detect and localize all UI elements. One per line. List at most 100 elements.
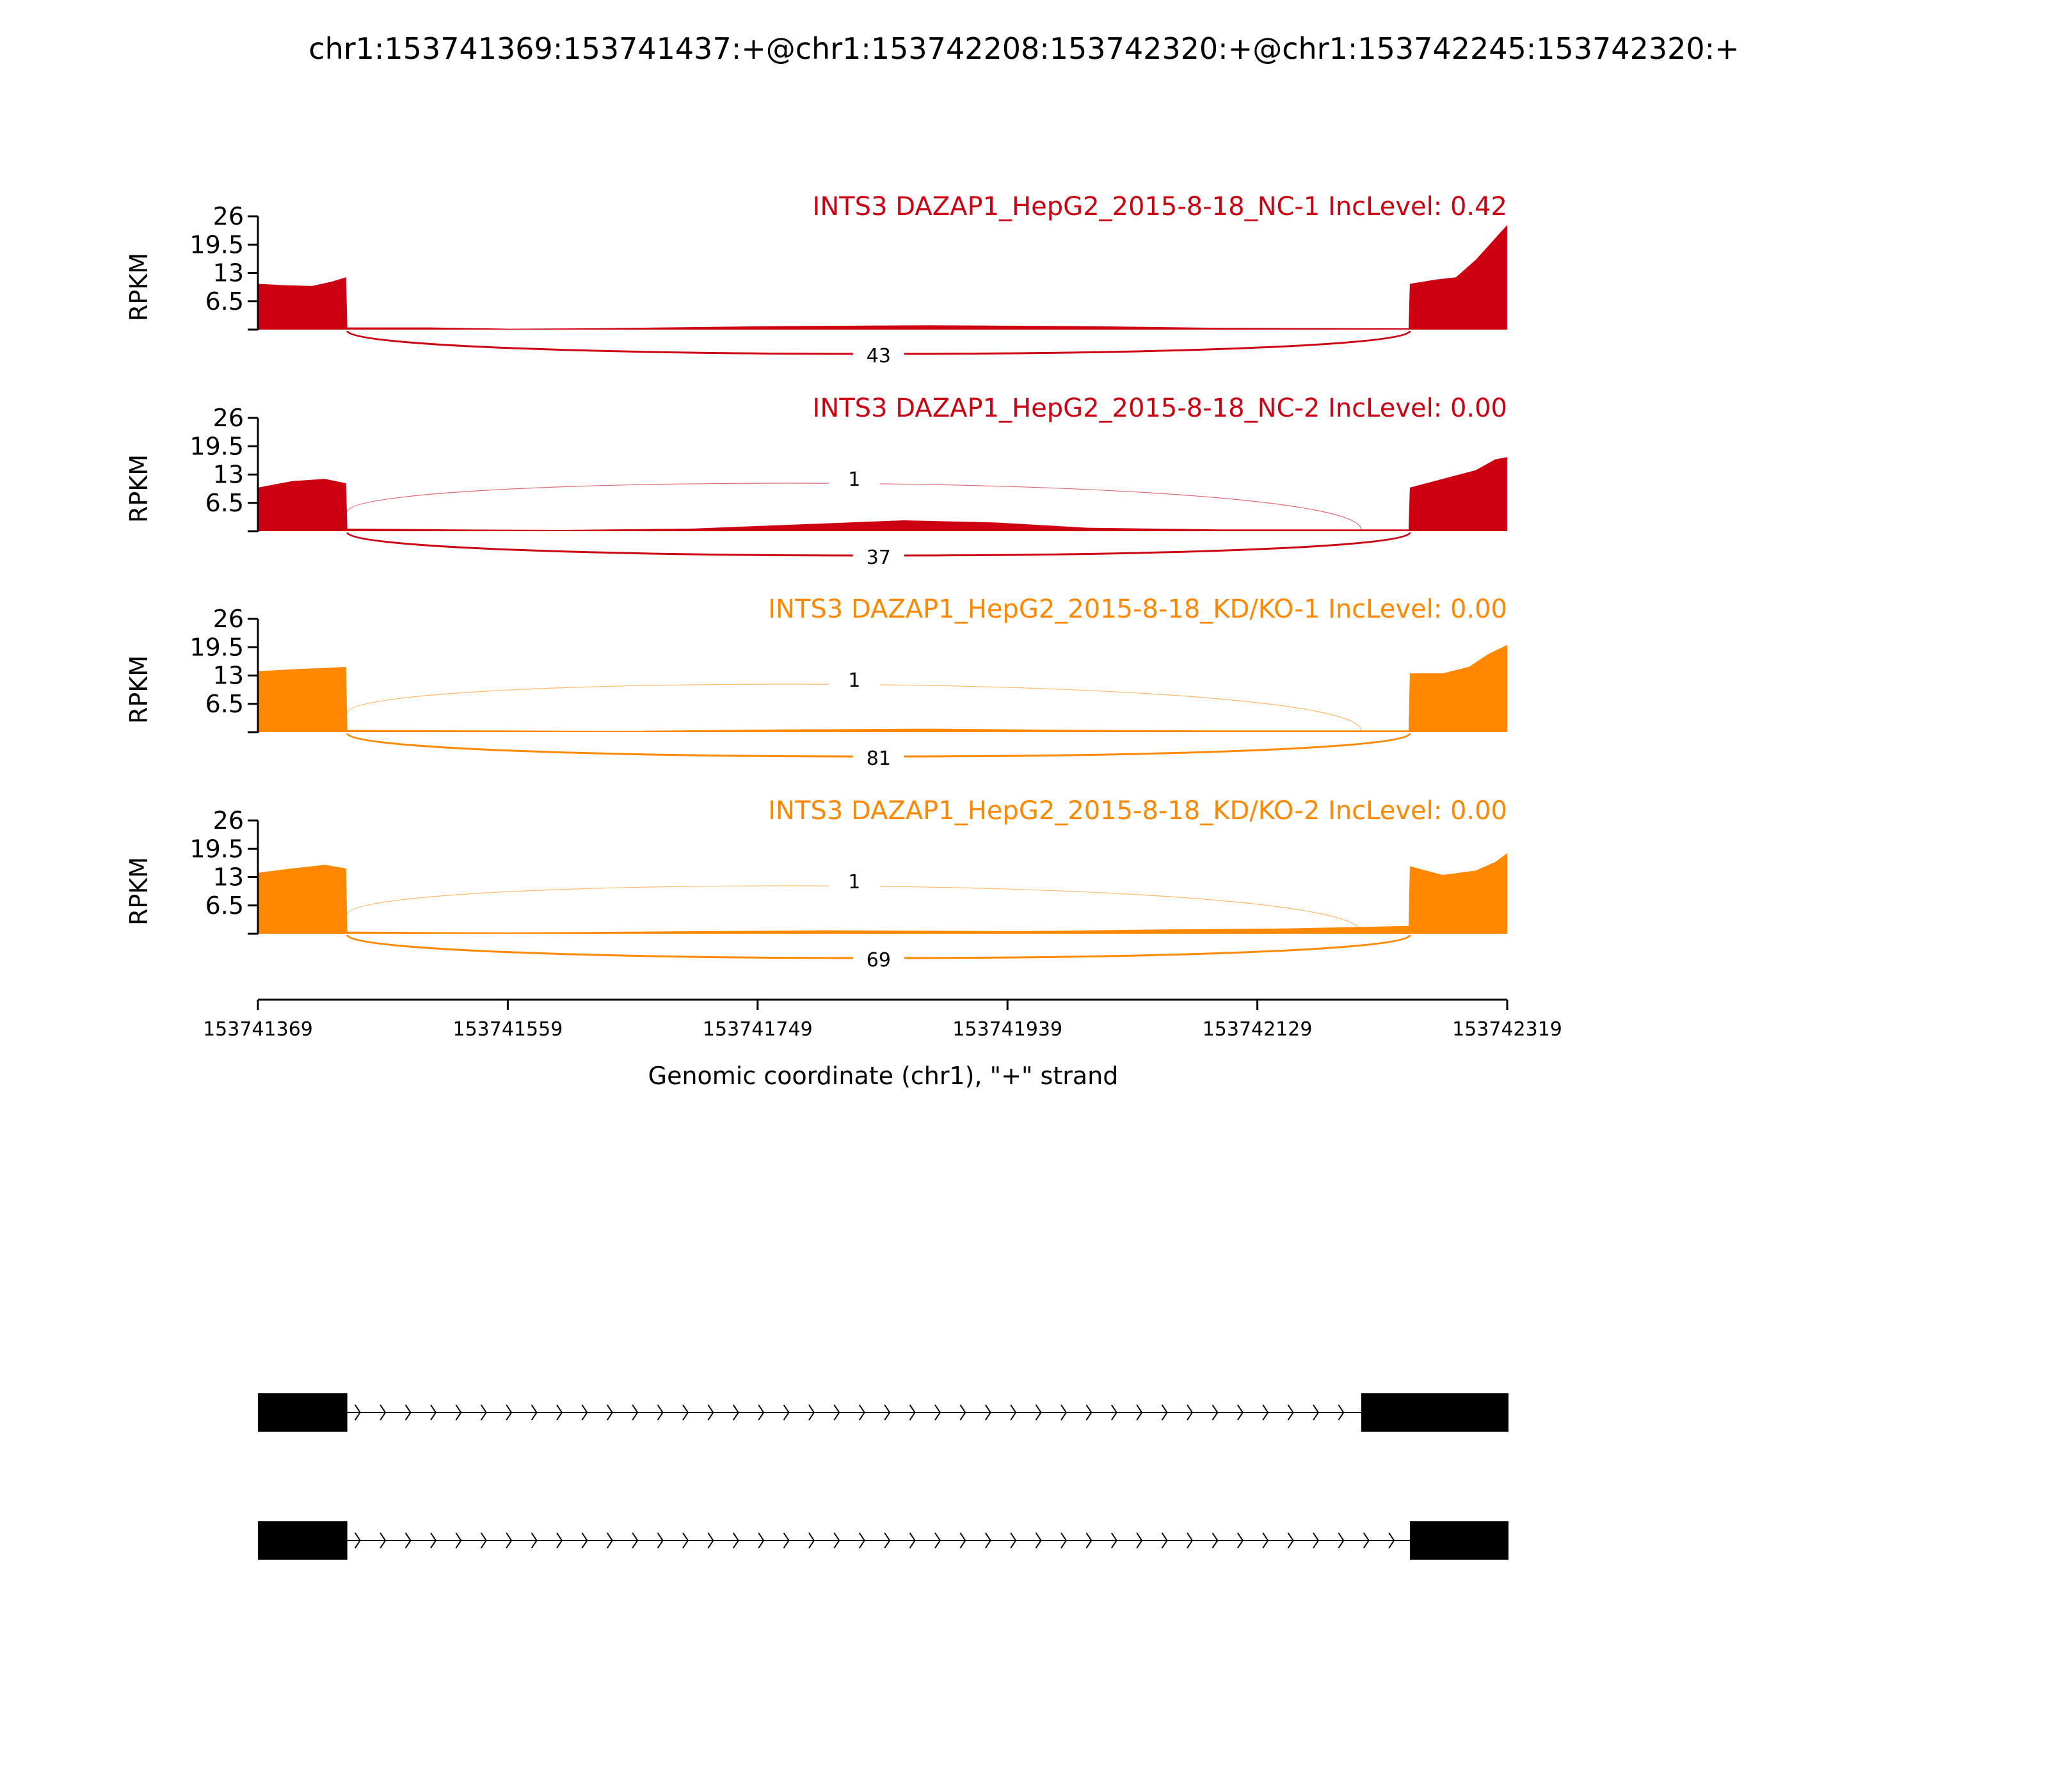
strand-arrow: [380, 1532, 387, 1549]
strand-arrow: [581, 1404, 588, 1421]
junction-count: 1: [848, 468, 860, 491]
y-tick-label: 13: [213, 863, 244, 892]
x-axis-label: Genomic coordinate (chr1), "+" strand: [648, 1062, 1119, 1090]
strand-arrow: [404, 1404, 412, 1421]
strand-arrow: [783, 1532, 790, 1549]
strand-arrow: [354, 1404, 361, 1421]
junction-count: 81: [867, 748, 891, 770]
strand-arrow: [984, 1404, 991, 1421]
exon-block: [258, 1393, 348, 1432]
strand-arrow: [909, 1404, 916, 1421]
y-axis-label: RPKM: [125, 857, 153, 925]
strand-arrow: [632, 1404, 639, 1421]
y-tick-label: 13: [213, 259, 244, 287]
y-axis-label: RPKM: [125, 655, 153, 724]
strand-arrow: [1313, 1404, 1320, 1421]
junction-count: 43: [867, 345, 891, 367]
strand-arrow: [480, 1404, 487, 1421]
strand-arrow: [1313, 1532, 1320, 1549]
strand-arrow: [1136, 1532, 1143, 1549]
strand-arrow: [430, 1532, 437, 1549]
isoform-models: [258, 1393, 1508, 1560]
strand-arrow: [632, 1532, 639, 1549]
x-axis: 153741369 153741559 153741749 153741939 1537…: [203, 998, 1562, 1041]
strand-arrow: [1136, 1404, 1143, 1421]
y-tick-label: 26: [213, 806, 244, 835]
strand-arrow: [984, 1532, 991, 1549]
strand-arrow: [833, 1532, 840, 1549]
strand-arrow: [783, 1404, 790, 1421]
y-axis-label: RPKM: [125, 253, 153, 321]
junction-count: 1: [848, 871, 860, 893]
strand-arrow: [556, 1532, 563, 1549]
strand-arrow: [884, 1404, 891, 1421]
y-tick-label: 26: [213, 404, 244, 432]
strand-arrow: [758, 1532, 765, 1549]
y-tick-label: 19.5: [189, 835, 244, 863]
strand-arrow: [1060, 1404, 1068, 1421]
y-tick-label: 6.5: [205, 690, 244, 718]
junction-count: 69: [867, 949, 891, 972]
strand-arrow: [531, 1532, 538, 1549]
isoform-1: [258, 1393, 1508, 1432]
strand-arrow: [404, 1532, 412, 1549]
strand-arrow: [858, 1404, 865, 1421]
strand-arrow: [1035, 1404, 1042, 1421]
strand-arrow: [657, 1404, 664, 1421]
chart-title: chr1:153741369:153741437:+@chr1:15374220…: [308, 31, 1739, 66]
junction-label-bg: [852, 346, 904, 367]
x-tick-label: 153742319: [1452, 1018, 1562, 1041]
junction-label-bg: [852, 950, 904, 972]
x-tick-label: 153741559: [453, 1018, 563, 1041]
strand-arrow: [556, 1404, 563, 1421]
strand-arrow: [884, 1532, 891, 1549]
strand-arrow: [506, 1532, 513, 1549]
strand-arrow: [934, 1404, 941, 1421]
y-tick-label: 19.5: [189, 633, 244, 661]
y-tick-label: 6.5: [205, 287, 244, 316]
x-tick-label: 153742129: [1203, 1018, 1313, 1041]
strand-arrow: [682, 1404, 689, 1421]
strand-arrow: [380, 1404, 387, 1421]
strand-arrow: [531, 1404, 538, 1421]
junction-label-bg: [828, 872, 880, 893]
strand-arrow: [1085, 1532, 1092, 1549]
coverage-area: [258, 853, 1507, 934]
strand-arrow: [657, 1532, 664, 1549]
strand-arrow: [606, 1532, 613, 1549]
strand-arrow: [506, 1404, 513, 1421]
strand-arrow: [959, 1404, 966, 1421]
strand-arrow: [1388, 1532, 1395, 1549]
strand-arrow: [682, 1532, 689, 1549]
strand-arrow: [581, 1532, 588, 1549]
strand-arrow: [1110, 1532, 1117, 1549]
strand-arrow: [455, 1404, 462, 1421]
strand-arrow: [1338, 1532, 1345, 1549]
strand-arrow: [606, 1404, 613, 1421]
strand-arrow: [430, 1404, 437, 1421]
track-label: INTS3 DAZAP1_HepG2_2015-8-18_KD/KO-1 Inc…: [768, 595, 1507, 624]
strand-arrow: [455, 1532, 462, 1549]
junction-count: 1: [848, 669, 860, 692]
strand-arrow: [934, 1532, 941, 1549]
strand-arrow: [1060, 1532, 1068, 1549]
strand-arrow: [1212, 1404, 1219, 1421]
strand-arrow: [354, 1532, 361, 1549]
exon-block: [1361, 1393, 1508, 1432]
junction-label-bg: [828, 469, 880, 491]
y-tick-label: 13: [213, 461, 244, 489]
strand-arrow: [1262, 1532, 1269, 1549]
strand-arrow: [909, 1532, 916, 1549]
y-axis-label: RPKM: [125, 454, 153, 523]
y-tick-label: 26: [213, 202, 244, 230]
track-label: INTS3 DAZAP1_HepG2_2015-8-18_KD/KO-2 Inc…: [768, 796, 1507, 826]
strand-arrow: [1161, 1404, 1168, 1421]
x-tick-label: 153741369: [203, 1018, 313, 1041]
strand-arrow: [1161, 1532, 1168, 1549]
strand-arrow: [480, 1532, 487, 1549]
exon-block: [1409, 1521, 1508, 1560]
junction-label-bg: [828, 670, 880, 692]
